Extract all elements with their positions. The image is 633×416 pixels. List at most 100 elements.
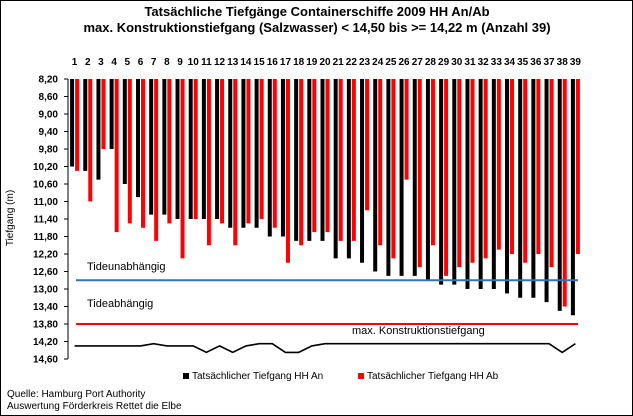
bar-an xyxy=(280,79,285,237)
bar-ab xyxy=(365,79,370,211)
bar-an xyxy=(201,79,206,219)
y-tick-label: 9,00 xyxy=(39,110,59,121)
bar-an xyxy=(531,79,536,298)
bar-ab xyxy=(510,79,515,254)
bar-ab xyxy=(470,79,475,263)
y-tick-label: 14,20 xyxy=(33,337,58,348)
bar-an xyxy=(346,79,351,259)
bar-an xyxy=(135,79,140,198)
bar-an xyxy=(215,79,220,219)
bar-an xyxy=(175,79,180,219)
bar-an xyxy=(478,79,483,289)
bar-an xyxy=(109,79,114,149)
y-tick-label: 11,80 xyxy=(34,232,59,243)
category-label: 18 xyxy=(293,57,305,68)
bar-ab xyxy=(483,79,488,259)
category-label: 12 xyxy=(214,57,226,68)
bar-an xyxy=(122,79,127,184)
y-tick-label: 13,40 xyxy=(33,302,58,313)
category-label: 2 xyxy=(85,57,91,68)
bar-an xyxy=(228,79,233,228)
y-tick-label: 11,40 xyxy=(34,215,59,226)
bar-an xyxy=(399,79,404,276)
bar-an xyxy=(188,79,193,219)
bar-an xyxy=(465,79,470,289)
bar-ab xyxy=(233,79,238,246)
bar-an xyxy=(162,79,167,215)
category-label: 39 xyxy=(570,57,582,68)
bar-ab xyxy=(338,79,343,241)
bar-ab xyxy=(496,79,501,250)
category-label: 22 xyxy=(346,57,358,68)
bar-an xyxy=(96,79,101,180)
y-axis-label: Tiefgang (m) xyxy=(5,190,16,246)
category-label: 5 xyxy=(125,57,131,68)
bar-an xyxy=(267,79,272,237)
tideabhaengig-label: Tideabhängig xyxy=(87,298,153,310)
bar-an xyxy=(505,79,510,294)
tideunabhaengig-label: Tideunabhängig xyxy=(87,261,166,273)
category-label: 36 xyxy=(530,57,542,68)
category-label: 15 xyxy=(254,57,266,68)
y-tick-label: 13,00 xyxy=(33,285,58,296)
bar-an xyxy=(557,79,562,311)
y-tick-label: 10,60 xyxy=(33,180,58,191)
bar-an xyxy=(320,79,325,241)
bar-ab xyxy=(167,79,172,224)
category-label: 4 xyxy=(111,57,117,68)
bar-ab xyxy=(299,79,304,246)
category-label: 11 xyxy=(201,57,212,68)
legend: Tatsächlicher Tiefgang HH An Tatsächlich… xyxy=(183,371,499,382)
bar-ab xyxy=(272,79,277,228)
bar-an xyxy=(373,79,378,272)
bar-ab xyxy=(193,79,198,219)
bar-ab xyxy=(575,79,580,254)
bar-ab xyxy=(562,79,567,307)
bar-ab xyxy=(220,79,225,224)
bar-an xyxy=(254,79,259,228)
category-label: 28 xyxy=(425,57,437,68)
source-line-2: Auswertung Förderkreis Rettet die Elbe xyxy=(7,401,182,412)
category-label: 30 xyxy=(451,57,463,68)
category-label: 38 xyxy=(557,57,569,68)
bar-an xyxy=(491,79,496,289)
bar-ab xyxy=(351,79,356,241)
category-label: 25 xyxy=(385,57,397,68)
bar-ab xyxy=(75,79,80,171)
bar-ab xyxy=(154,79,159,241)
legend-swatch-ab xyxy=(358,373,364,379)
bar-an xyxy=(149,79,154,215)
category-label: 3 xyxy=(98,57,104,68)
y-tick-label: 12,60 xyxy=(33,267,58,278)
category-label: 7 xyxy=(151,57,157,68)
konstruktionstiefgang-label: max. Konstruktionstiefgang xyxy=(352,325,485,337)
category-label: 9 xyxy=(177,57,183,68)
bar-an xyxy=(518,79,523,298)
bar-an xyxy=(83,79,88,171)
chart-title: Tatsächliche Tiefgänge Containerschiffe … xyxy=(144,4,489,19)
bar-an xyxy=(425,79,430,281)
y-tick-label: 13,80 xyxy=(33,320,58,331)
bar-an xyxy=(412,79,417,276)
category-label: 31 xyxy=(464,57,476,68)
bar-ab xyxy=(404,79,409,180)
category-label: 21 xyxy=(333,57,345,68)
category-label: 34 xyxy=(504,57,516,68)
category-label: 20 xyxy=(319,57,331,68)
category-label: 19 xyxy=(306,57,318,68)
bar-an xyxy=(439,79,444,285)
y-tick-label: 14,60 xyxy=(33,355,58,366)
bar-ab xyxy=(114,79,119,233)
bar-an xyxy=(307,79,312,241)
bar-ab xyxy=(285,79,290,263)
category-label: 35 xyxy=(517,57,529,68)
legend-label-an: Tatsächlicher Tiefgang HH An xyxy=(192,371,323,382)
category-label: 24 xyxy=(372,57,384,68)
bar-ab xyxy=(378,79,383,246)
bar-ab xyxy=(430,79,435,246)
category-label: 29 xyxy=(438,57,450,68)
bar-an xyxy=(70,79,75,167)
y-tick-label: 9,40 xyxy=(39,127,59,138)
